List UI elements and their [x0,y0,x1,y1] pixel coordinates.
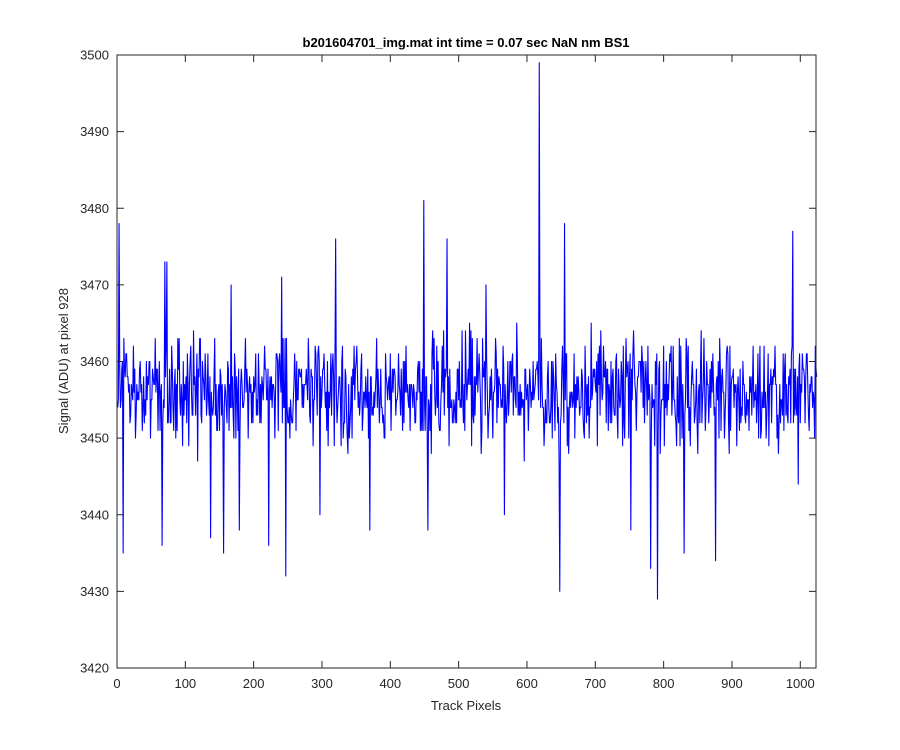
y-tick-label: 3500 [80,48,109,63]
x-tick-label: 100 [174,676,196,691]
x-tick-label: 500 [448,676,470,691]
y-tick-label: 3450 [80,431,109,446]
x-tick-label: 600 [516,676,538,691]
x-tick-label: 300 [311,676,333,691]
x-tick-label: 400 [379,676,401,691]
x-tick-label: 800 [653,676,675,691]
chart-title: b201604701_img.mat int time = 0.07 sec N… [303,35,630,50]
y-tick-label: 3480 [80,201,109,216]
x-tick-label: 0 [113,676,120,691]
x-tick-label: 900 [721,676,743,691]
y-tick-label: 3430 [80,584,109,599]
y-tick-label: 3460 [80,354,109,369]
x-tick-label: 700 [584,676,606,691]
plot-area [117,62,818,600]
series-line-0 [117,62,818,600]
y-tick-label: 3420 [80,661,109,676]
y-tick-label: 3470 [80,277,109,292]
y-tick-label: 3440 [80,507,109,522]
x-tick-label: 1000 [786,676,815,691]
axes: 0 100 200 300 400 500 600 700 800 900 1000 3420 3430… [80,48,817,691]
x-axis-label: Track Pixels [431,698,502,713]
y-axis-label: Signal (ADU) at pixel 928 [56,288,71,434]
x-tick-label: 200 [243,676,265,691]
y-tick-label: 3490 [80,124,109,139]
